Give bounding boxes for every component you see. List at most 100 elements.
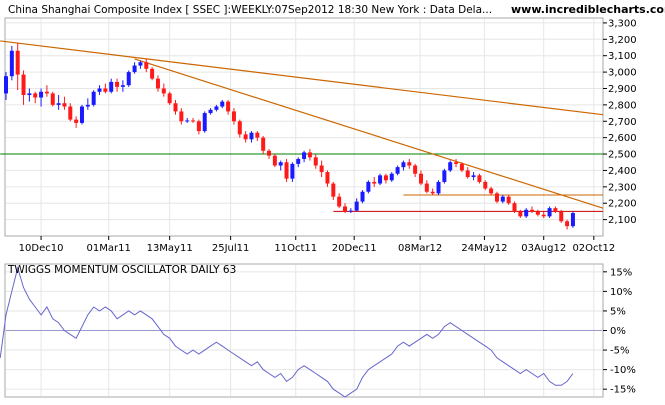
oscillator-y-tick-label: 10% xyxy=(610,287,632,298)
candle-body xyxy=(325,172,330,184)
candle-body xyxy=(208,109,213,114)
price-y-axis: 2,100 2,200 2,300 2,400 2,500 2,600 2,700 2,800… xyxy=(603,18,637,226)
candle-body xyxy=(395,167,400,174)
candle-body xyxy=(530,209,535,212)
candle-body xyxy=(383,175,388,181)
candle-body xyxy=(541,214,546,217)
candle-body xyxy=(448,162,453,171)
candle-body xyxy=(237,121,242,135)
candle-body xyxy=(524,209,529,217)
candle-body xyxy=(255,132,260,138)
oscillator-y-tick-label: -15% xyxy=(610,385,636,396)
candle-body xyxy=(249,132,254,140)
candle-body xyxy=(126,72,131,86)
candle-body xyxy=(44,91,49,94)
candle-body xyxy=(155,78,160,89)
candle-body xyxy=(91,91,96,105)
oscillator-y-tick-label: 5% xyxy=(610,306,626,317)
candle-body xyxy=(302,152,307,159)
candle-body xyxy=(214,106,219,110)
candle-body xyxy=(97,88,102,92)
candle-body xyxy=(454,162,459,164)
candle-body xyxy=(378,175,383,184)
candle-body xyxy=(167,93,172,104)
price-y-tick-label: 2,800 xyxy=(608,100,637,111)
candle-body xyxy=(150,68,155,79)
candle-body xyxy=(161,88,166,94)
candle-body xyxy=(424,183,429,192)
candle-body xyxy=(21,74,26,96)
candle-body xyxy=(319,165,324,173)
price-x-tick-label: 24May12 xyxy=(461,243,507,254)
candle-body xyxy=(33,93,38,98)
candle-body xyxy=(570,213,575,227)
price-y-tick-label: 2,300 xyxy=(608,182,637,193)
price-y-tick-label: 2,500 xyxy=(608,150,637,161)
candle-body xyxy=(173,103,178,112)
candle-body xyxy=(62,103,67,107)
price-x-tick-label: 01Mar11 xyxy=(87,243,131,254)
candle-body xyxy=(15,50,20,75)
candle-body xyxy=(144,62,149,69)
brand-link[interactable]: www.incrediblecharts.com xyxy=(511,3,665,16)
candle-body xyxy=(185,120,190,122)
candle-body xyxy=(535,211,540,215)
candle-body xyxy=(27,93,32,96)
candle-body xyxy=(138,62,143,66)
price-x-tick-label: 08Mar12 xyxy=(398,243,442,254)
candle-body xyxy=(547,208,552,217)
candle-body xyxy=(313,157,318,166)
price-chart-title: China Shanghai Composite Index [ SSEC ]:… xyxy=(8,4,492,16)
candle-body xyxy=(261,137,266,151)
oscillator-y-tick-label: -10% xyxy=(610,365,636,376)
candle-body xyxy=(459,163,464,171)
price-x-tick-label: 10Dec10 xyxy=(19,243,64,254)
oscillator-y-axis: 15% 10% 5% 0% -5% -10% -15% xyxy=(603,267,636,396)
candle-body xyxy=(494,193,499,202)
price-y-tick-label: 3,200 xyxy=(608,35,637,46)
trendline xyxy=(134,58,604,209)
oscillator-y-tick-label: 15% xyxy=(610,267,632,278)
price-y-tick-label: 2,400 xyxy=(608,166,637,177)
candle-body xyxy=(518,211,523,217)
candle-body xyxy=(372,181,377,184)
candle-body xyxy=(202,113,207,132)
candle-body xyxy=(348,210,353,212)
oscillator-y-tick-label: -5% xyxy=(610,346,629,357)
candle-body xyxy=(296,158,301,164)
candle-body xyxy=(115,81,120,87)
candle-body xyxy=(191,120,196,122)
candle-body xyxy=(9,50,14,77)
price-y-tick-label: 3,000 xyxy=(608,68,637,79)
candle-body xyxy=(68,106,73,120)
candle-body xyxy=(413,165,418,174)
candle-body xyxy=(465,170,470,177)
price-y-tick-label: 2,700 xyxy=(608,117,637,128)
oscillator-line xyxy=(0,266,574,398)
candle-body xyxy=(267,150,272,156)
candle-body xyxy=(120,85,125,87)
candle-body xyxy=(278,162,283,166)
candle-body xyxy=(103,88,108,92)
candle-body xyxy=(109,81,114,92)
price-y-tick-label: 2,100 xyxy=(608,215,637,226)
candle-body xyxy=(418,173,423,184)
candle-body xyxy=(331,183,336,197)
price-y-tick-label: 3,100 xyxy=(608,51,637,62)
candle-body xyxy=(337,196,342,207)
candle-body xyxy=(50,93,55,105)
candle-body xyxy=(74,119,79,123)
price-y-tick-label: 2,200 xyxy=(608,199,637,210)
candle-body xyxy=(559,211,564,222)
price-x-tick-label: 11Oct11 xyxy=(274,243,317,254)
candle-body xyxy=(284,162,289,179)
candle-body xyxy=(430,191,435,194)
candle-body xyxy=(231,111,236,122)
candle-body xyxy=(243,134,248,140)
price-x-tick-label: 03Aug12 xyxy=(521,243,566,254)
oscillator-title: TWIGGS MOMENTUM OSCILLATOR DAILY 63 xyxy=(7,264,236,276)
candle-body xyxy=(360,191,365,202)
oscillator-series xyxy=(0,266,574,398)
candle-body xyxy=(500,196,505,202)
candle-body xyxy=(272,155,277,166)
